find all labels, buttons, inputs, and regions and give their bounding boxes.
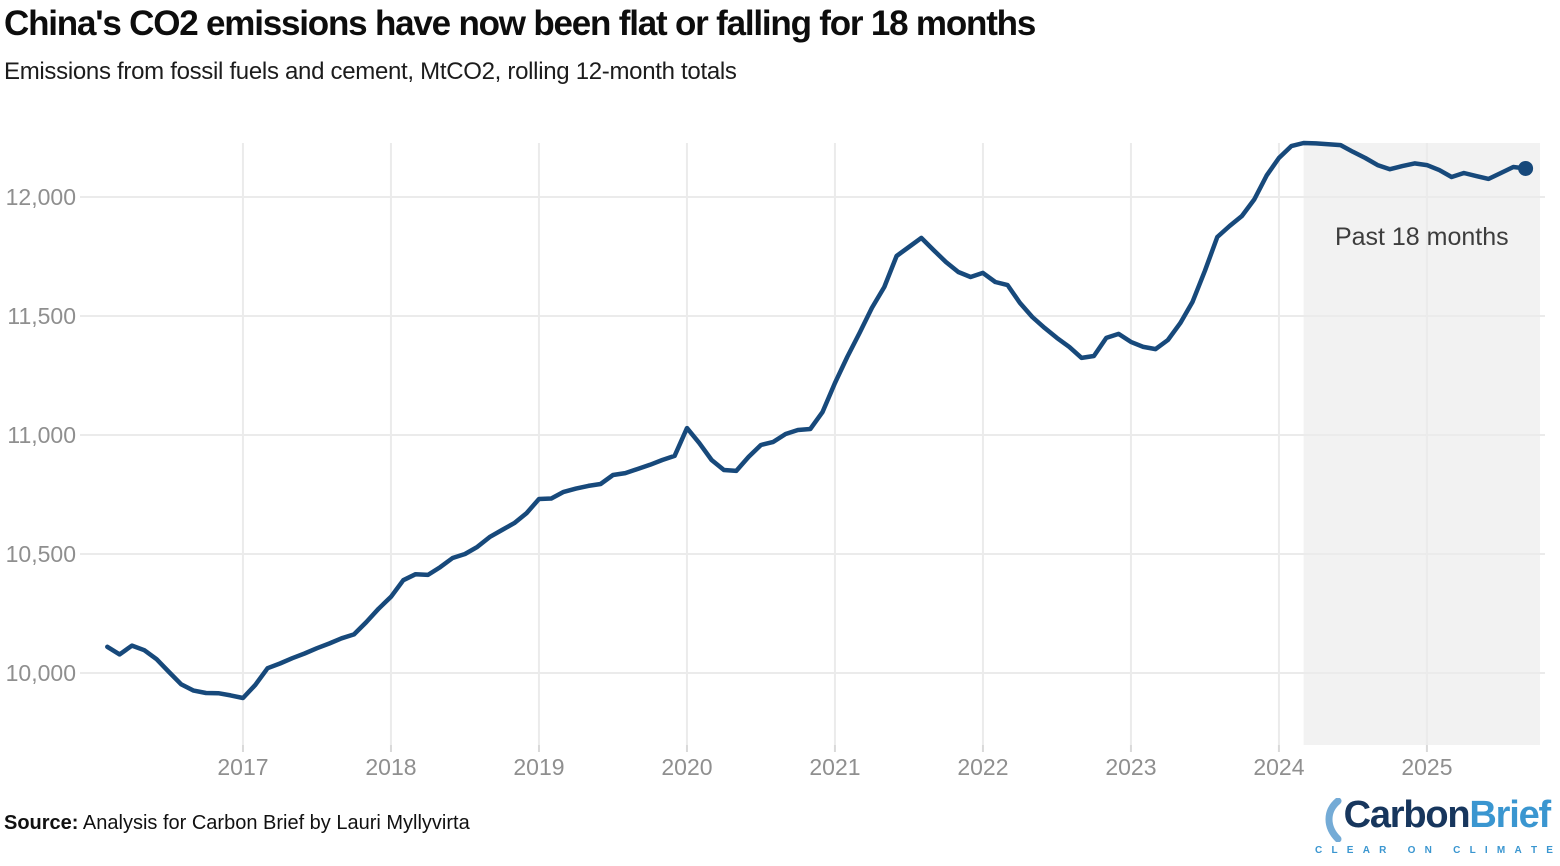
logo-wordmark: CarbonBrief: [1343, 794, 1552, 836]
y-axis-tick-label: 11,500: [7, 303, 76, 329]
chart-subtitle: Emissions from fossil fuels and cement, …: [4, 58, 737, 86]
x-axis-tick-label: 2019: [513, 754, 564, 780]
x-axis-tick-label: 2021: [809, 754, 860, 780]
y-axis-tick-label: 10,500: [6, 541, 76, 567]
x-axis-tick-label: 2025: [1401, 754, 1452, 780]
chart-header: China's CO2 emissions have now been flat…: [4, 4, 1554, 86]
emissions-line-chart: 10,000 10,500 11,000 11,500 12,000 2017 2018 20…: [6, 140, 1545, 780]
x-axis-tick-label: 2020: [661, 754, 712, 780]
past-18-months-shading: [1303, 143, 1540, 745]
chart-title: China's CO2 emissions have now been flat…: [4, 4, 1036, 43]
x-axis-tick-label: 2018: [365, 754, 416, 780]
x-axis-tick-label: 2017: [217, 754, 268, 780]
logo-brief-text: Brief: [1469, 794, 1551, 836]
past-18-months-label: Past 18 months: [1335, 223, 1509, 251]
source-label: Source:: [4, 812, 79, 834]
carbonbrief-logo: CarbonBrief C L E A R O N C L I M A T E: [1315, 794, 1558, 858]
logo-tagline: C L E A R O N C L I M A T E: [1315, 845, 1558, 856]
source-text: Analysis for Carbon Brief by Lauri Mylly…: [78, 812, 470, 834]
x-axis-tick-label: 2023: [1105, 754, 1156, 780]
source-note: Source: Analysis for Carbon Brief by Lau…: [4, 812, 470, 835]
logo-swoosh-icon: [1325, 798, 1342, 842]
chart-canvas: 10,000 10,500 11,000 11,500 12,000 2017 2018 20…: [6, 140, 1545, 780]
y-axis-tick-label: 11,000: [7, 422, 76, 448]
y-axis-tick-label: 10,000: [6, 660, 76, 686]
x-axis-tick-label: 2024: [1253, 754, 1304, 780]
emissions-line: [105, 140, 1528, 701]
logo-carbon-text: Carbon: [1343, 794, 1471, 836]
end-point-marker: [1518, 160, 1534, 176]
x-axis-tick-label: 2022: [957, 754, 1008, 780]
y-axis-tick-label: 12,000: [6, 184, 76, 210]
